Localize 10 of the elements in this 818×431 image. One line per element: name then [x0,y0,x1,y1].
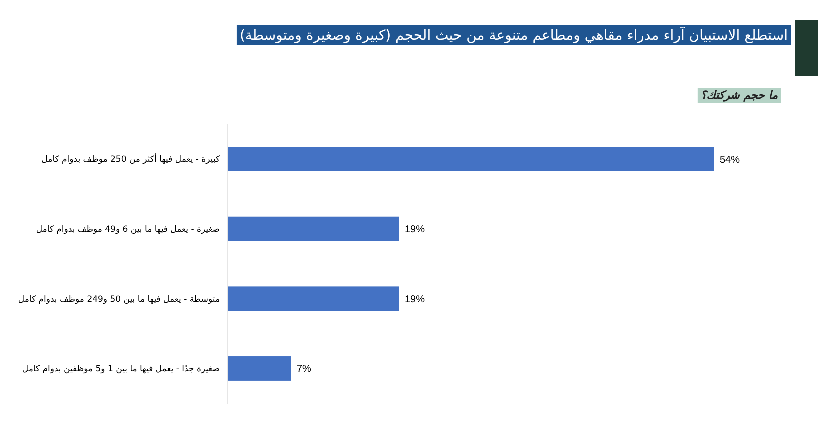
text: ما حجم شركتك؟ [700,89,778,102]
y-tick-label: كبيرة - يعمل فيها أكثر من 250 موظف بدوام كامل [42,153,221,166]
y-tick-label: صغيرة جدًا - يعمل فيها ما بين 1 و5 موظفين بدوام كامل [22,364,220,375]
data-label: 19% [405,224,426,236]
data-label: 7% [297,364,312,376]
chart-title: استطلع الاستبيان آراء مدراء مقاهي ومطاعم متنوعة من حيث الحجم (كبيرة وصغيرة ومتوسطة) [240,26,788,44]
data-label: 19% [405,294,426,306]
y-tick-label: صغيرة - يعمل فيها ما بين 6 و49 موظف بدوام كامل [36,225,220,236]
data-label: 54% [720,154,740,166]
y-tick-label: متوسطة - يعمل فيها ما بين 50 و249 موظف بدوام كامل [18,294,220,305]
